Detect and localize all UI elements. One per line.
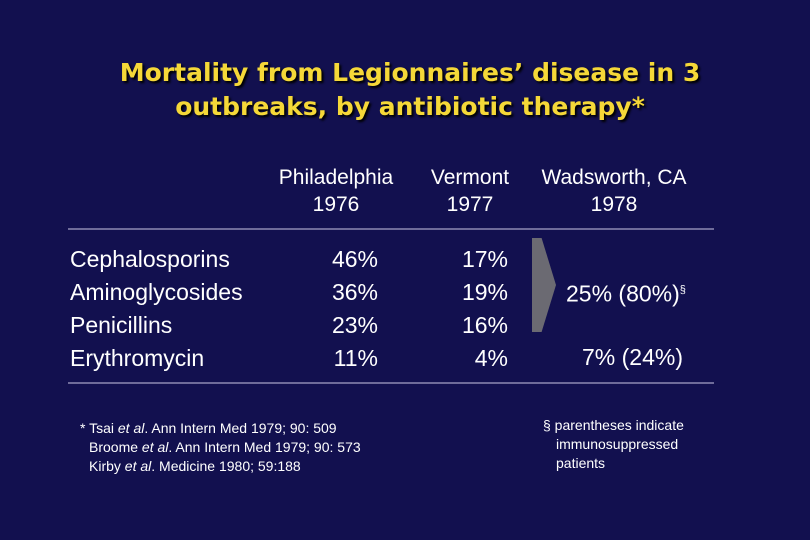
references-footnote: * Tsai et al. Ann Intern Med 1979; 90: 5…	[80, 419, 361, 476]
column-header-wadsworth: Wadsworth, CA 1978	[528, 164, 700, 218]
slide-title: Mortality from Legionnaires’ disease in …	[100, 56, 720, 124]
drug-name: Penicillins	[70, 312, 173, 338]
reference-source: . Medicine 1980; 59:188	[151, 458, 301, 474]
column-header-vermont: Vermont 1977	[412, 164, 528, 218]
column-place: Philadelphia	[278, 166, 394, 189]
reference-line: Broome et al. Ann Intern Med 1979; 90: 5…	[80, 438, 361, 457]
title-line-1: Mortality from Legionnaires’ disease in …	[119, 58, 701, 87]
wadsworth-erythromycin-value: 7% (24%)	[582, 344, 683, 370]
column-place: Vermont	[430, 166, 510, 189]
reference-etal: et al	[117, 420, 145, 436]
note-line: § parentheses indicate	[543, 417, 684, 433]
reference-line: Kirby et al. Medicine 1980; 59:188	[80, 457, 361, 476]
table-bottom-rule	[68, 382, 714, 384]
column-header-philadelphia: Philadelphia 1976	[266, 164, 406, 218]
drug-name: Cephalosporins	[70, 246, 230, 272]
mortality-value: 4%	[474, 345, 508, 371]
mortality-value: 17%	[461, 246, 508, 272]
grouped-value-text: 25% (80%)	[566, 280, 680, 307]
reference-source: . Ann Intern Med 1979; 90: 509	[144, 420, 337, 436]
note-line: immunosuppressed	[556, 436, 679, 452]
reference-source: . Ann Intern Med 1979; 90: 573	[168, 439, 361, 455]
mortality-value: 11%	[333, 345, 378, 371]
title-line-2: outbreaks, by antibiotic therapy*	[175, 92, 645, 121]
reference-author: * Tsai	[80, 420, 118, 436]
mortality-value: 16%	[461, 312, 508, 338]
section-mark: §	[679, 284, 686, 296]
mortality-value: 36%	[331, 279, 378, 305]
reference-line: * Tsai et al. Ann Intern Med 1979; 90: 5…	[80, 419, 361, 438]
table-top-rule	[68, 228, 714, 230]
note-line: patients	[556, 455, 606, 471]
reference-author: Kirby	[89, 458, 125, 474]
drug-name: Erythromycin	[70, 345, 205, 371]
mortality-value: 46%	[331, 246, 378, 272]
wadsworth-grouped-value: 25% (80%)§	[566, 276, 686, 308]
column-place: Wadsworth, CA	[541, 166, 687, 189]
drug-names-column: Cephalosporins Aminoglycosides Penicilli…	[70, 243, 243, 375]
grouping-chevron-icon	[532, 238, 556, 332]
philadelphia-values: 46% 36% 23% 11%	[300, 243, 378, 375]
reference-etal: et al	[141, 439, 169, 455]
mortality-value: 23%	[331, 312, 378, 338]
column-year: 1978	[590, 193, 638, 216]
parentheses-note: § parentheses indicate immunosuppressed …	[543, 416, 684, 473]
column-year: 1977	[446, 193, 494, 216]
reference-etal: et al	[124, 458, 152, 474]
drug-name: Aminoglycosides	[70, 279, 243, 305]
mortality-value: 19%	[461, 279, 508, 305]
vermont-values: 17% 19% 16% 4%	[430, 243, 508, 375]
column-year: 1976	[312, 193, 360, 216]
reference-author: Broome	[89, 439, 142, 455]
